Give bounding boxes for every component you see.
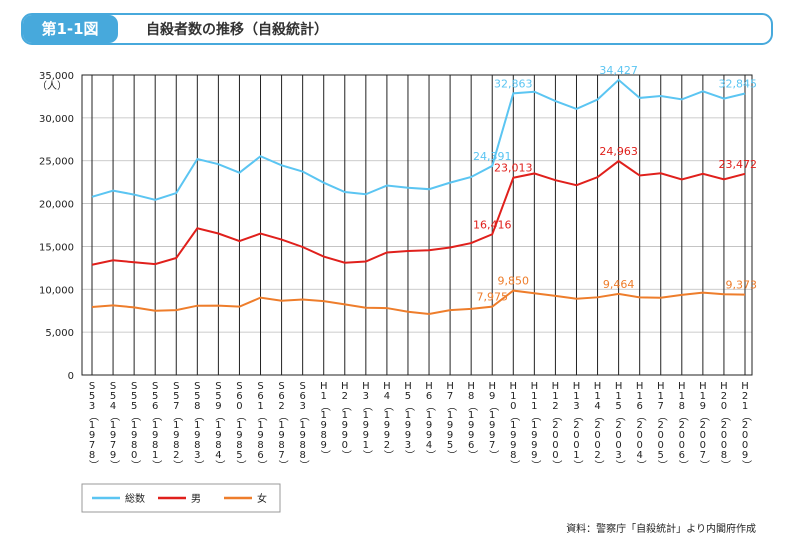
value-label: 9,373 [726, 279, 758, 292]
x-tick-label: S54（1979） [108, 381, 120, 469]
legend-label: 総数 [125, 492, 145, 505]
x-tick-label: S63（1988） [297, 381, 309, 469]
x-tick-label: H14（2002） [592, 381, 604, 469]
series-line [91, 78, 746, 201]
y-tick-label: 30,000 [39, 114, 74, 125]
x-tick-label: H6（1994） [424, 381, 436, 459]
value-label: 24,391 [473, 150, 512, 163]
header-frame [21, 13, 773, 45]
y-tick-label: 0 [68, 371, 74, 382]
x-tick-label: H1（1989） [318, 381, 330, 459]
legend-label: 男 [191, 493, 201, 505]
value-label: 23,472 [719, 158, 758, 171]
y-unit: （人） [37, 80, 67, 92]
x-tick-label: H21（2009） [740, 381, 752, 469]
x-tick-label: S58（1983） [192, 381, 204, 469]
value-label: 24,963 [599, 145, 638, 158]
y-tick-label: 15,000 [39, 242, 74, 253]
series-line [91, 289, 746, 315]
source: 資料：警察庁「自殺統計」より内閣府作成 [566, 522, 756, 535]
value-label: 34,427 [599, 64, 638, 77]
x-tick-label: S53（1978） [87, 381, 99, 469]
x-tick-label: H17（2005） [655, 381, 667, 469]
value-label: 32,845 [719, 77, 758, 90]
x-tick-label: H7（1995） [445, 381, 457, 459]
x-tick-label: H19（2007） [697, 381, 709, 469]
y-tick-label: 20,000 [39, 200, 74, 211]
value-label: 9,850 [498, 275, 530, 288]
value-label: 23,013 [494, 162, 533, 175]
y-tick-label: 10,000 [39, 285, 74, 296]
x-tick-label: S59（1984） [213, 381, 225, 469]
value-label: 16,416 [473, 218, 512, 231]
y-tick-label: 5,000 [45, 328, 74, 339]
figure-badge [23, 15, 118, 43]
x-tick-label: H20（2008） [718, 381, 730, 469]
figure-label: 第1-1図 [41, 20, 98, 38]
x-tick-label: H2（1990） [339, 381, 351, 459]
x-tick-label: S61（1986） [255, 381, 267, 469]
x-tick-label: S62（1987） [276, 381, 288, 469]
x-tick-label: H4（1992） [381, 381, 393, 459]
x-tick-label: S57（1982） [171, 381, 183, 469]
x-tick-label: H15（2003） [613, 381, 625, 469]
plot-frame [81, 74, 753, 376]
value-label: 7,975 [476, 291, 508, 304]
x-tick-label: H8（1996） [466, 381, 478, 459]
x-tick-label: S55（1980） [129, 381, 141, 469]
y-tick-label: 25,000 [39, 157, 74, 168]
x-tick-label: S60（1985） [234, 381, 246, 469]
x-tick-label: H3（1991） [360, 381, 372, 459]
x-tick-label: H11（1999） [529, 381, 541, 469]
series-line [91, 159, 746, 266]
legend-label: 女 [257, 492, 267, 505]
x-tick-label: H10（1998） [508, 381, 520, 469]
x-tick-label: H12（2000） [550, 381, 562, 469]
y-tick-label: 35,000 [39, 71, 74, 82]
x-tick-label: H5（1993） [402, 381, 414, 459]
x-tick-label: S56（1981） [150, 381, 162, 469]
x-tick-label: H16（2004） [634, 381, 646, 469]
chart-title: 自殺者数の推移（自殺統計） [146, 21, 328, 38]
value-label: 9,464 [603, 278, 635, 291]
x-tick-label: H18（2006） [676, 381, 688, 469]
x-tick-label: H9（1997） [487, 381, 499, 459]
x-tick-label: H13（2001） [571, 381, 583, 469]
value-label: 32,863 [494, 77, 533, 90]
